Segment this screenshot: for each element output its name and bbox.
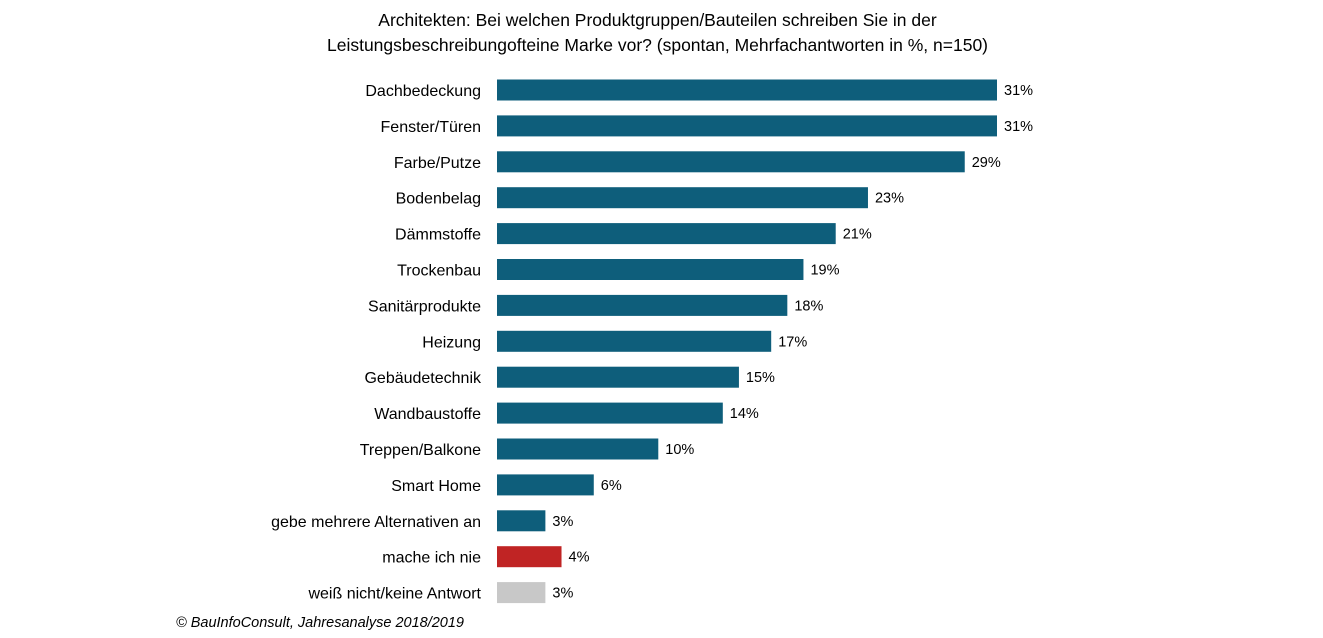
value-label-wandbaustoffe: 14%: [730, 406, 759, 422]
value-label-dachbedeckung: 31%: [1004, 83, 1033, 99]
category-label-heizung: Heizung: [422, 334, 481, 351]
value-label-smart-home: 6%: [601, 478, 622, 494]
value-label-fenster-tueren: 31%: [1004, 119, 1033, 135]
bar-dachbedeckung: [497, 79, 997, 101]
bar-mache-ich-nie: [497, 546, 562, 568]
category-label-daemmstoffe: Dämmstoffe: [395, 227, 481, 244]
bar-sanitaerprodukte: [497, 294, 788, 316]
bar-heizung: [497, 330, 772, 352]
chart-title-line-2: Leistungsbeschreibungofteine Marke vor? …: [326, 35, 989, 55]
category-label-weiss-nicht-keine-antwort: weiß nicht/keine Antwort: [307, 586, 481, 603]
bar-smart-home: [497, 474, 594, 496]
value-label-mache-ich-nie: 4%: [569, 550, 590, 566]
bar-weiss-nicht-keine-antwort: [497, 582, 546, 604]
bar-wandbaustoffe: [497, 402, 723, 424]
category-label-farbe-putze: Farbe/Putze: [394, 155, 481, 172]
bar-bodenbelag: [497, 187, 868, 209]
category-label-gebaeudetechnik: Gebäudetechnik: [364, 370, 482, 387]
bar-farbe-putze: [497, 151, 965, 173]
category-label-fenster-tueren: Fenster/Türen: [381, 119, 481, 136]
value-label-bodenbelag: 23%: [875, 191, 904, 207]
bar-daemmstoffe: [497, 223, 836, 245]
bar-trockenbau: [497, 259, 804, 280]
value-label-farbe-putze: 29%: [972, 155, 1001, 171]
value-label-daemmstoffe: 21%: [843, 227, 872, 243]
category-label-bodenbelag: Bodenbelag: [396, 191, 481, 208]
category-label-smart-home: Smart Home: [391, 478, 481, 495]
value-label-sanitaerprodukte: 18%: [794, 298, 823, 314]
category-label-gebe-mehrere-alternativen-an: gebe mehrere Alternativen an: [271, 514, 481, 531]
category-label-sanitaerprodukte: Sanitärprodukte: [368, 298, 481, 315]
bar-gebaeudetechnik: [497, 366, 739, 388]
value-label-gebe-mehrere-alternativen-an: 3%: [552, 514, 573, 530]
category-label-dachbedeckung: Dachbedeckung: [365, 83, 481, 100]
bar-treppen-balkone: [497, 438, 659, 460]
value-label-gebaeudetechnik: 15%: [746, 370, 775, 386]
bar-fenster-tueren: [497, 115, 997, 137]
category-label-treppen-balkone: Treppen/Balkone: [360, 442, 481, 459]
chart-title-line-1: Architekten: Bei welchen Produktgruppen/…: [378, 10, 937, 30]
chart-title: Architekten: Bei welchen Produktgruppen/…: [0, 8, 1315, 58]
bar-gebe-mehrere-alternativen-an: [497, 510, 546, 532]
category-label-mache-ich-nie: mache ich nie: [382, 550, 481, 567]
value-label-heizung: 17%: [778, 334, 807, 350]
source-note: © BauInfoConsult, Jahresanalyse 2018/201…: [176, 615, 464, 631]
value-label-treppen-balkone: 10%: [665, 442, 694, 458]
category-label-trockenbau: Trockenbau: [397, 263, 481, 280]
value-label-weiss-nicht-keine-antwort: 3%: [552, 586, 573, 602]
value-label-trockenbau: 19%: [810, 263, 839, 279]
category-label-wandbaustoffe: Wandbaustoffe: [374, 406, 481, 423]
